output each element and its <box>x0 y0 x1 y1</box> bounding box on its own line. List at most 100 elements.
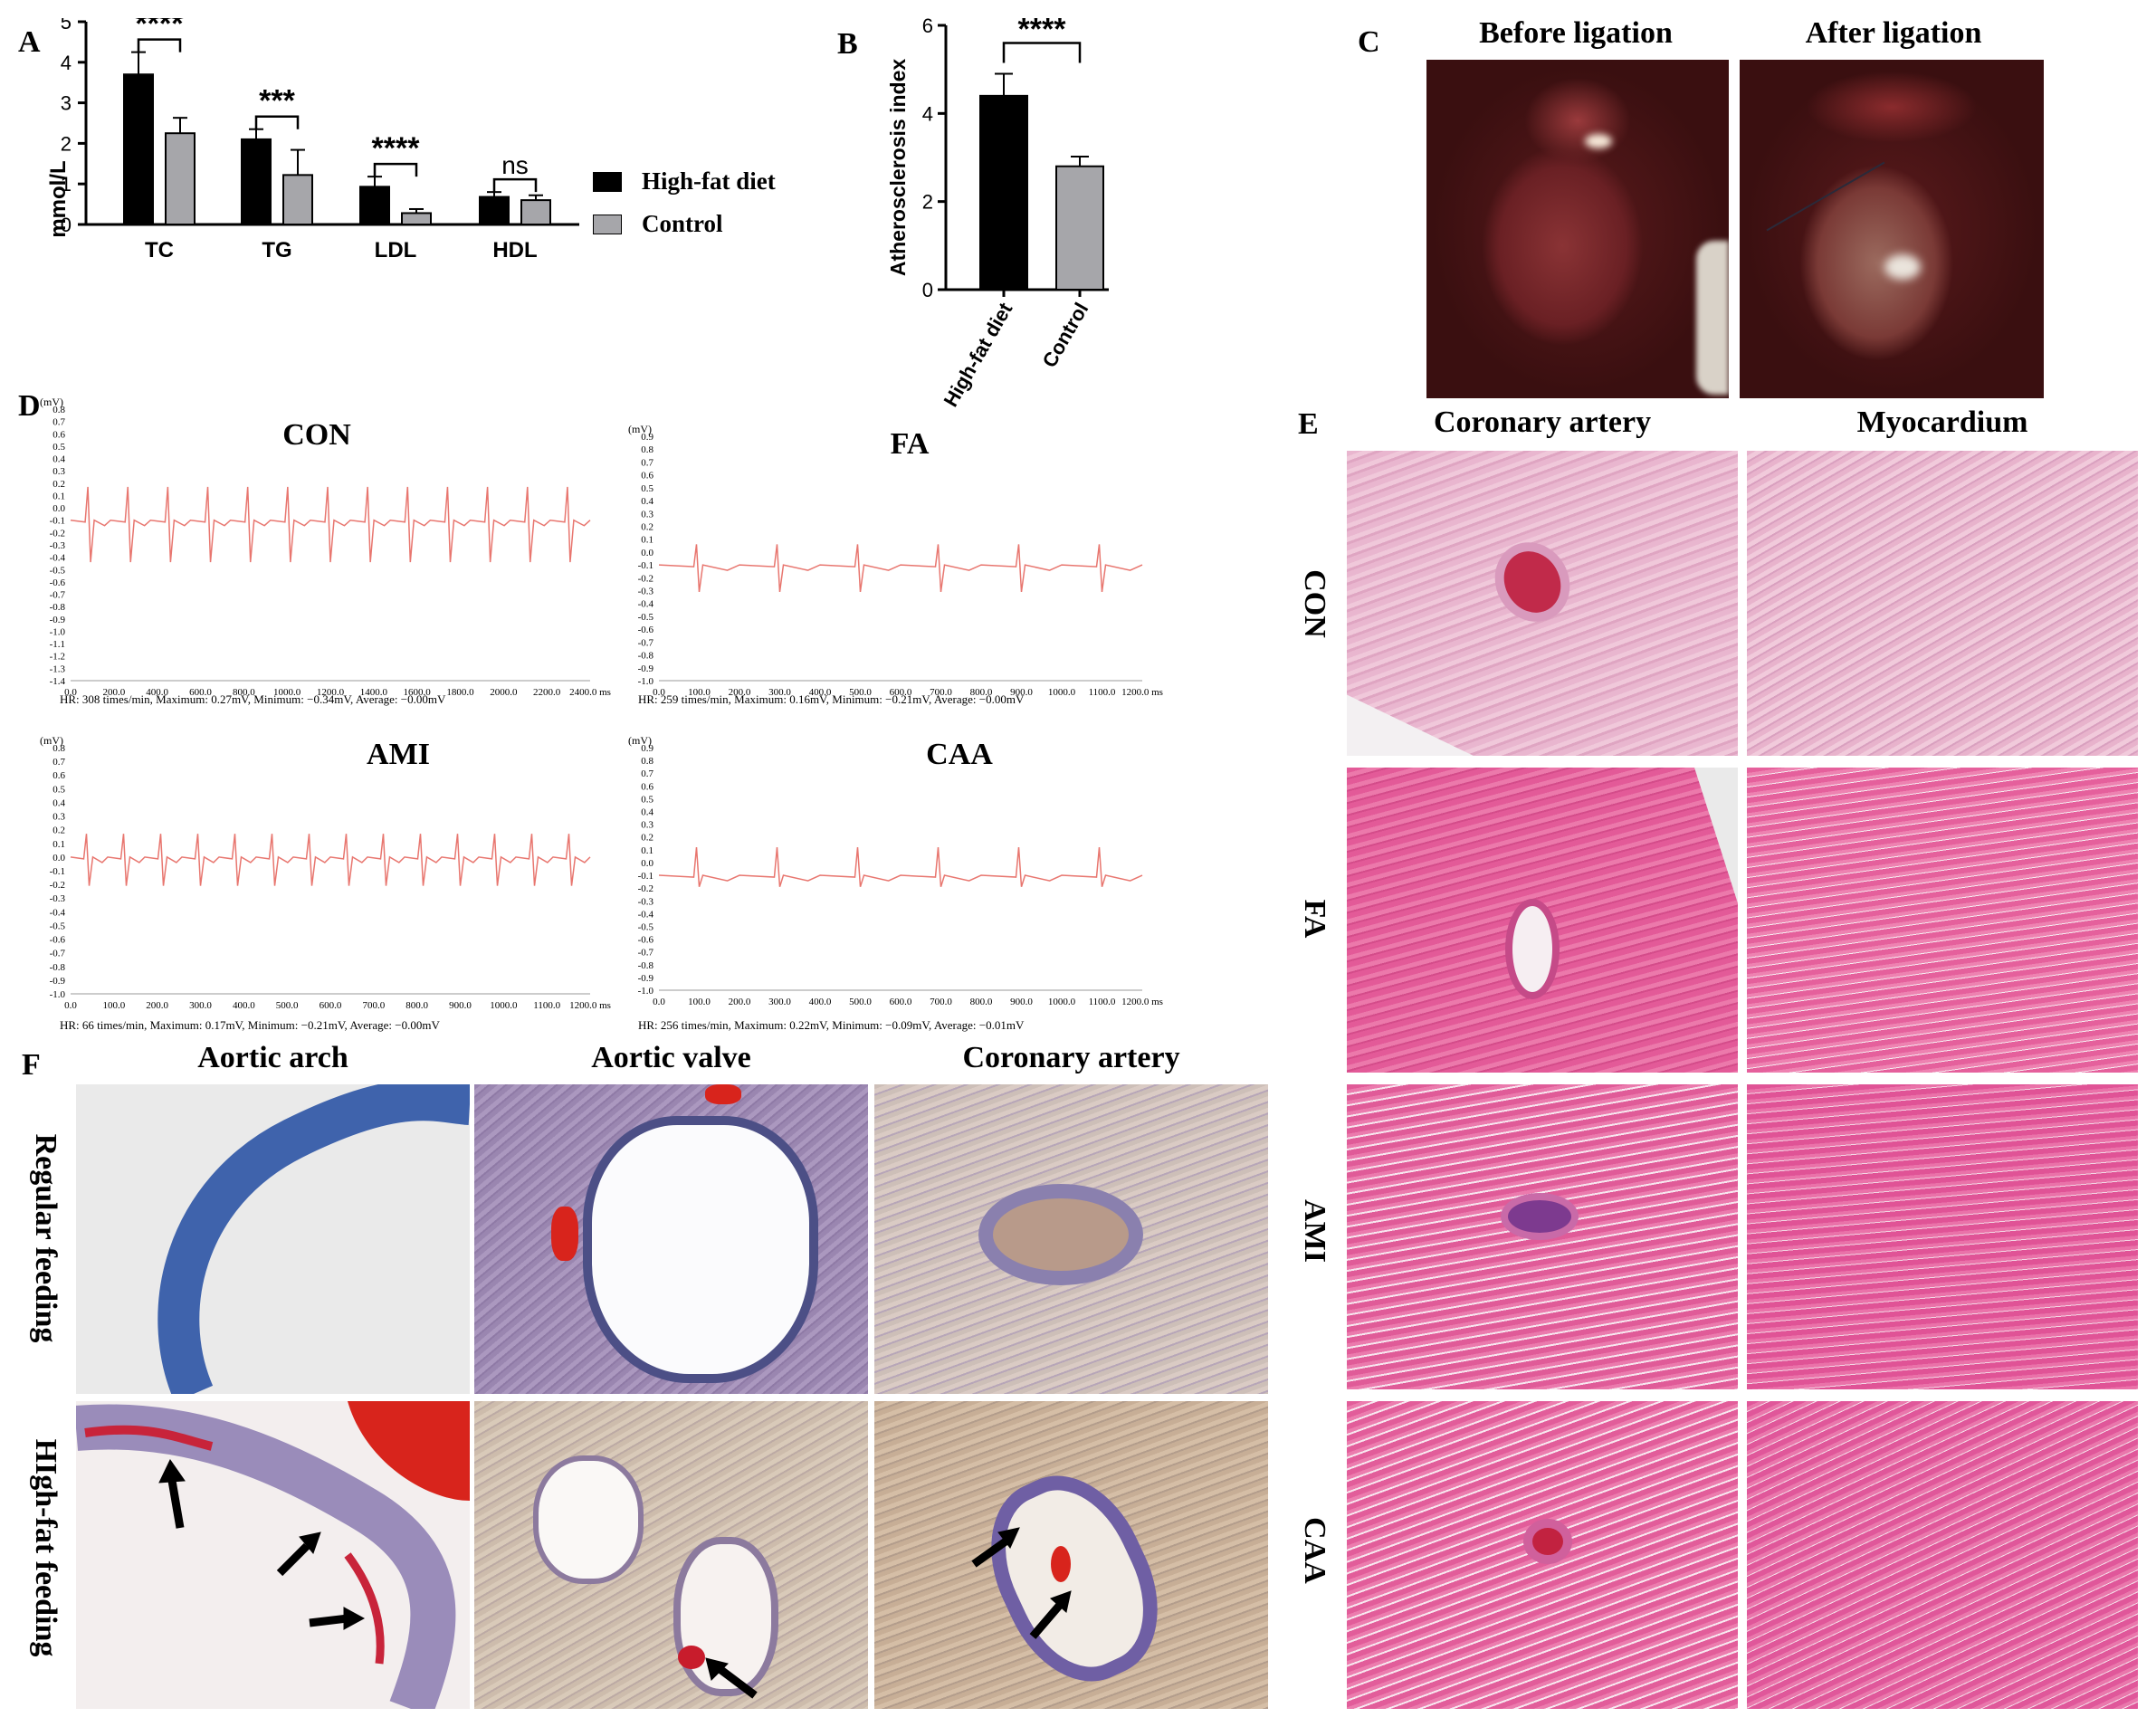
arrow-icon <box>158 1459 186 1529</box>
ecg-y-tick-label: -0.7 <box>638 637 654 648</box>
ecg-trace-fa: (mV)0.90.8 0.7 0.60.5 0.4 0.30.2 0.1 0.0 -0.1 -0… <box>628 423 1163 698</box>
he-con-myocardium <box>1747 451 2138 756</box>
bar <box>165 132 196 225</box>
ecg-y-tick-label: -0.7 <box>50 590 66 601</box>
ecg-y-tick-label: 0.9 <box>641 743 653 754</box>
ecg-y-tick-label: 0.6 <box>52 770 65 781</box>
legend-swatch-high-fat <box>593 171 622 192</box>
lipid-deposit <box>1051 1546 1071 1582</box>
panel-f-row-high-fat: HIgh-fat feeding <box>29 1438 62 1657</box>
significance-label: **** <box>372 131 421 166</box>
ecg-y-tick-label: 0.1 <box>641 845 653 856</box>
ecg-x-tick-label: 200.0 <box>729 687 751 698</box>
ecg-y-tick-label: -0.7 <box>50 949 66 959</box>
ecg-y-tick-label: 0.8 <box>641 756 653 767</box>
ecg-x-tick-label: 1100.0 <box>533 1000 560 1011</box>
lipid-deposit <box>551 1207 578 1261</box>
ecg-y-tick-label: 0.2 <box>52 479 65 490</box>
ecg-y-tick-label: 0.3 <box>641 509 653 520</box>
ecg-y-tick-label: -0.4 <box>638 599 654 610</box>
ecg-trace-ami: (mV)0.8 0.7 0.6 0.5 0.4 0.3 0.2 0.1 0.0 -0.1 -0.2 -… <box>40 734 611 1011</box>
ecg-y-tick-label: 0.0 <box>641 548 653 558</box>
y-tick-label: 1 <box>61 173 72 196</box>
panel-e-row-con: CON <box>1298 569 1331 638</box>
ecg-x-tick-label: 2200.0 <box>533 687 561 698</box>
ecg-x-tick-label: 1200.0 ms <box>569 1000 611 1011</box>
ecg-y-tick-label: -0.2 <box>638 883 653 894</box>
ecg-x-tick-label: 200.0 <box>729 997 751 1007</box>
y-tick-label: 4 <box>922 102 933 125</box>
ecg-y-tick-label: -0.4 <box>50 553 66 564</box>
heart-photo-after-ligation <box>1740 60 2044 398</box>
oil-red-high-fat-coronary <box>874 1401 1268 1709</box>
ecg-trace-con: (mV)0.80.70.60.50.40.30.20.10.0-0.1-0.2-… <box>40 396 611 698</box>
ecg-y-tick-label: -1.2 <box>50 652 65 663</box>
panel-label-e: E <box>1298 407 1319 441</box>
significance-bracket <box>137 38 182 52</box>
significance-bracket <box>1002 42 1082 63</box>
panel-f-col-aortic-valve: Aortic valve <box>591 1041 751 1074</box>
ecg-x-tick-label: 800.0 <box>970 687 993 698</box>
he-caa-coronary <box>1347 1401 1738 1709</box>
ecg-x-tick-label: 600.0 <box>189 687 212 698</box>
ecg-x-tick-label: 200.0 <box>146 1000 168 1011</box>
ecg-y-tick-label: -0.6 <box>50 577 66 588</box>
ecg-x-tick-label: 1200.0 <box>317 687 345 698</box>
heart-photo-highlight <box>1884 254 1921 280</box>
ecg-x-tick-label: 1200.0 ms <box>1121 687 1163 698</box>
he-fa-myocardium <box>1747 768 2138 1073</box>
ecg-y-tick-label: -0.7 <box>638 948 654 959</box>
ecg-unit-label: (mV) <box>40 396 63 408</box>
ecg-x-tick-label: 300.0 <box>189 1000 212 1011</box>
valve-lumen <box>533 1455 644 1584</box>
ecg-x-tick-label: 500.0 <box>849 687 872 698</box>
ecg-y-tick-label: -0.6 <box>638 935 654 946</box>
ecg-y-tick-label: 0.3 <box>52 812 65 823</box>
arrow-icon <box>1029 1590 1072 1639</box>
ecg-x-tick-label: 500.0 <box>849 997 872 1007</box>
y-tick-label: 5 <box>61 18 72 33</box>
ecg-x-tick-label: 1100.0 <box>1089 997 1116 1007</box>
ecg-y-tick-label: 0.4 <box>641 807 653 818</box>
ecg-title-ami: AMI <box>367 738 430 771</box>
legend-label-control: Control <box>642 210 723 237</box>
panel-e-row-caa: CAA <box>1298 1517 1331 1584</box>
ecg-stats-fa: HR: 259 times/min, Maximum: 0.16mV, Mini… <box>638 692 1025 706</box>
x-tick-label: HDL <box>492 238 537 262</box>
ecg-x-tick-label: 200.0 <box>102 687 125 698</box>
ecg-y-tick-label: 0.5 <box>641 483 653 494</box>
ecg-y-tick-label: 0.5 <box>52 784 65 795</box>
ecg-y-tick-label: -0.3 <box>50 540 66 551</box>
ecg-x-tick-label: 0.0 <box>653 687 665 698</box>
ecg-y-tick-label: -1.0 <box>638 986 654 997</box>
ecg-y-tick-label: -0.1 <box>50 866 65 877</box>
vessel-lumen <box>978 1184 1143 1285</box>
y-tick-label: 3 <box>61 92 72 115</box>
bar <box>123 73 154 225</box>
ecg-unit-label: (mV) <box>628 734 652 747</box>
ecg-x-tick-label: 1000.0 <box>1048 997 1076 1007</box>
ecg-waveform <box>658 544 1143 593</box>
bar <box>979 94 1028 291</box>
panel-label-f: F <box>22 1048 41 1082</box>
bar <box>520 199 551 225</box>
panel-label-c: C <box>1358 25 1380 59</box>
legend-swatch-control <box>593 214 622 234</box>
oil-red-regular-aortic-arch <box>76 1084 470 1394</box>
ecg-waveform <box>70 486 591 563</box>
ecg-y-tick-label: 0.0 <box>52 853 65 864</box>
lipid-deposit <box>678 1646 705 1669</box>
ecg-y-tick-label: 0.8 <box>52 743 65 754</box>
bar <box>1055 165 1104 291</box>
ecg-x-tick-label: 300.0 <box>768 687 791 698</box>
ecg-x-tick-label: 100.0 <box>102 1000 125 1011</box>
ecg-title-fa: FA <box>890 427 930 461</box>
panel-e-row-fa: FA <box>1298 899 1331 939</box>
ecg-x-tick-label: 700.0 <box>930 997 952 1007</box>
panel-e-col-coronary: Coronary artery <box>1433 406 1652 439</box>
ecg-y-tick-label: -0.8 <box>50 602 66 613</box>
arrow-icon <box>309 1607 366 1630</box>
significance-label: **** <box>1018 12 1067 46</box>
legend-item-high-fat: High-fat diet <box>593 167 776 196</box>
ecg-y-tick-label: -0.9 <box>50 976 66 987</box>
